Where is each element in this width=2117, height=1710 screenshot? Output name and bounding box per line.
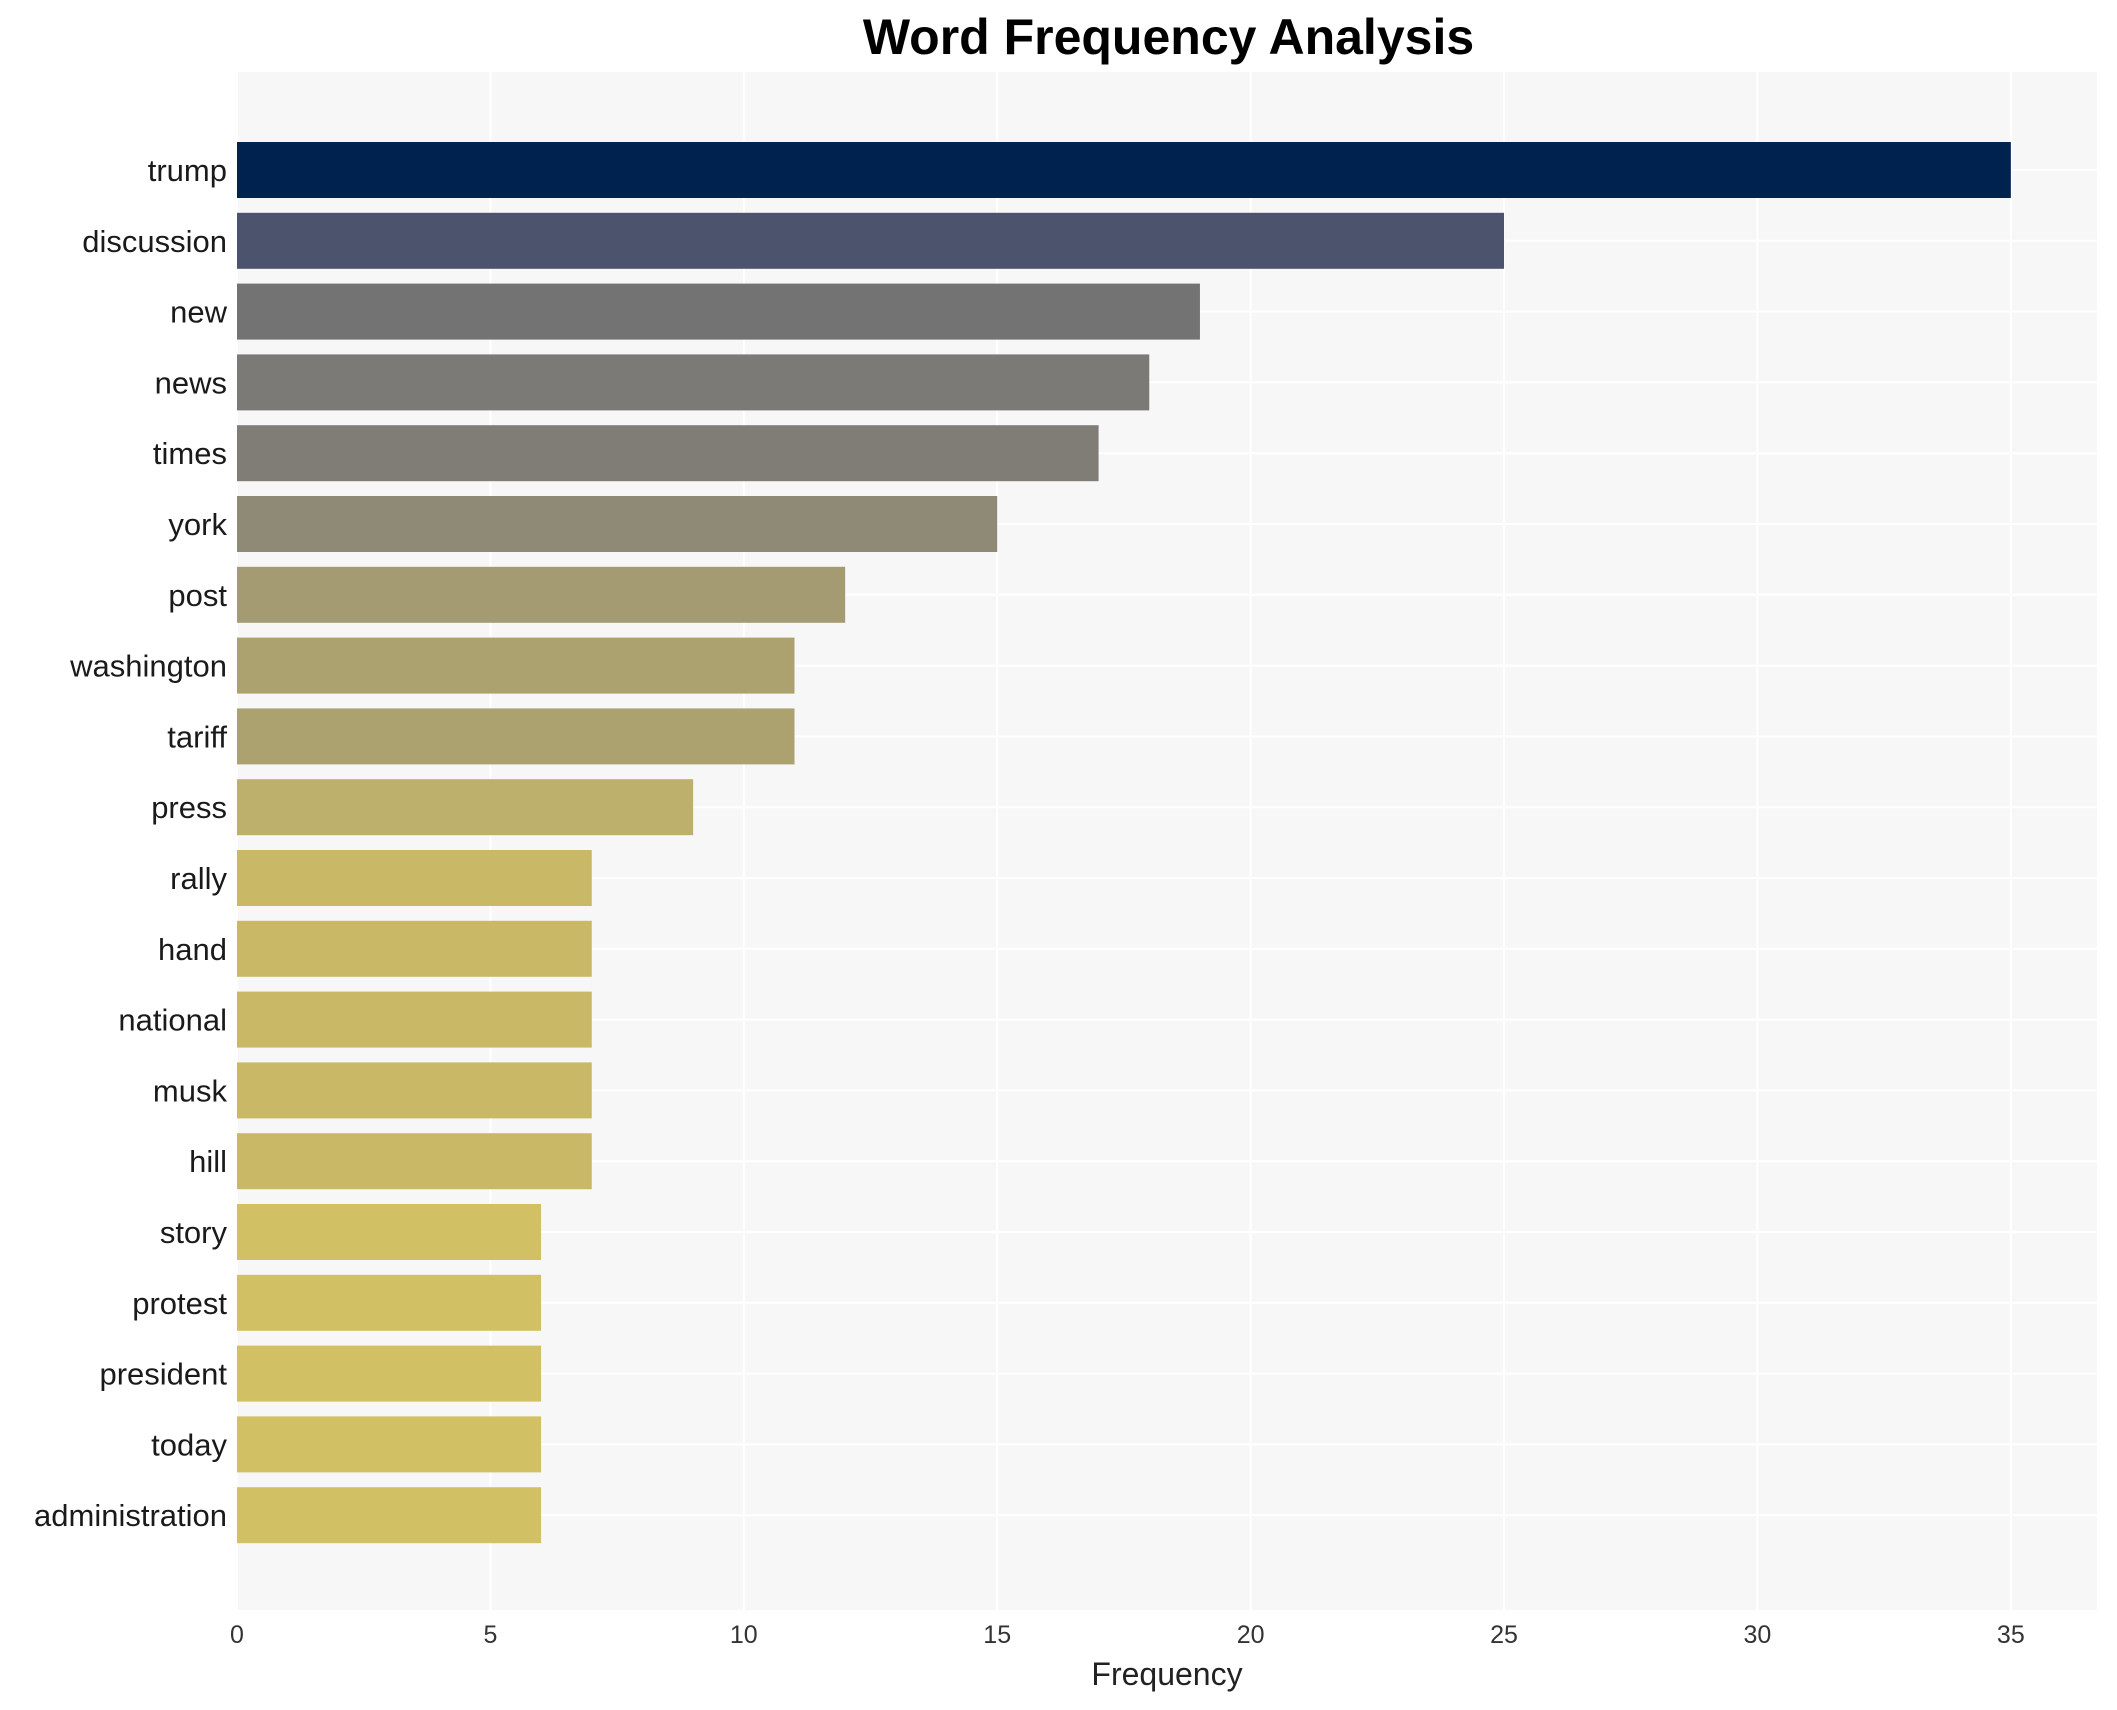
x-tick-label: 5 bbox=[483, 1621, 497, 1649]
category-label-administration: administration bbox=[34, 1498, 227, 1533]
bar-protest bbox=[237, 1274, 542, 1331]
bars bbox=[237, 142, 2011, 1544]
category-label-rally: rally bbox=[170, 861, 227, 896]
bar-post bbox=[237, 566, 846, 623]
category-label-musk: musk bbox=[153, 1073, 228, 1108]
category-label-times: times bbox=[153, 436, 227, 471]
category-label-trump: trump bbox=[148, 153, 227, 188]
bar-musk bbox=[237, 1062, 592, 1119]
x-tick-label: 35 bbox=[1997, 1621, 2025, 1649]
category-label-story: story bbox=[160, 1215, 228, 1250]
bar-discussion bbox=[237, 212, 1505, 269]
bar-times bbox=[237, 425, 1099, 482]
category-label-news: news bbox=[155, 365, 227, 400]
bar-national bbox=[237, 991, 592, 1048]
x-tick-label: 30 bbox=[1744, 1621, 1772, 1649]
bar-new bbox=[237, 283, 1200, 340]
chart-title: Word Frequency Analysis bbox=[862, 9, 1475, 65]
bar-hand bbox=[237, 920, 592, 977]
category-label-york: york bbox=[168, 507, 227, 542]
x-axis-title: Frequency bbox=[1091, 1656, 1242, 1692]
category-label-new: new bbox=[170, 295, 227, 330]
x-tick-label: 10 bbox=[730, 1621, 758, 1649]
bar-hill bbox=[237, 1133, 592, 1190]
x-tick-label: 0 bbox=[230, 1621, 244, 1649]
category-label-president: president bbox=[99, 1357, 227, 1392]
category-label-post: post bbox=[168, 578, 227, 613]
category-labels: trump discussion new news times york post washi… bbox=[34, 153, 228, 1533]
bar-washington bbox=[237, 637, 795, 694]
bar-president bbox=[237, 1345, 542, 1402]
bar-today bbox=[237, 1416, 542, 1473]
category-label-press: press bbox=[151, 790, 227, 825]
x-tick-label: 25 bbox=[1490, 1621, 1518, 1649]
x-tick-label: 20 bbox=[1237, 1621, 1265, 1649]
bar-story bbox=[237, 1204, 542, 1260]
bar-york bbox=[237, 496, 998, 552]
bar-rally bbox=[237, 850, 592, 906]
category-label-national: national bbox=[118, 1003, 227, 1038]
bar-press bbox=[237, 779, 694, 836]
bar-tariff bbox=[237, 708, 795, 765]
category-label-hill: hill bbox=[189, 1144, 227, 1179]
bar-administration bbox=[237, 1487, 542, 1544]
category-label-tariff: tariff bbox=[167, 719, 227, 754]
x-tick-labels: 0 5 10 15 20 25 30 35 bbox=[230, 1621, 2025, 1649]
category-label-hand: hand bbox=[158, 932, 227, 967]
category-label-washington: washington bbox=[69, 649, 227, 684]
bar-news bbox=[237, 354, 1150, 411]
category-label-discussion: discussion bbox=[82, 224, 227, 259]
grid-lines bbox=[236, 72, 2097, 1610]
x-tick-label: 15 bbox=[983, 1621, 1011, 1649]
category-label-protest: protest bbox=[132, 1286, 227, 1321]
category-label-today: today bbox=[151, 1427, 227, 1462]
bar-trump bbox=[237, 142, 2011, 198]
